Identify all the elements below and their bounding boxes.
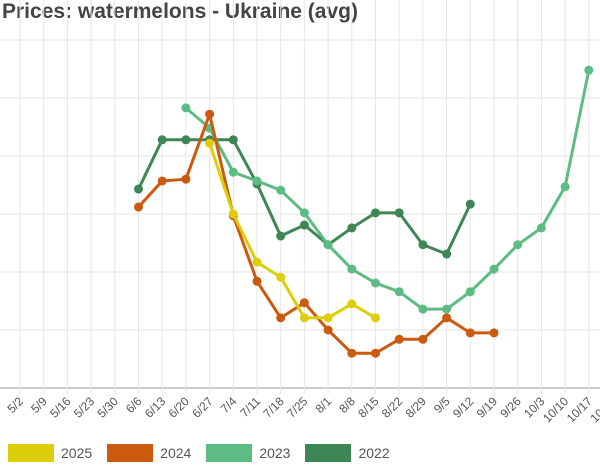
- legend-label: 2023: [259, 445, 291, 461]
- data-point-2022: [181, 135, 191, 145]
- data-point-2023: [418, 304, 428, 314]
- x-tick-label: 5/9: [28, 394, 50, 416]
- data-point-2024: [252, 276, 262, 286]
- legend-swatch: [206, 444, 253, 462]
- x-tick-label: 8/22: [379, 394, 406, 421]
- data-point-2023: [252, 176, 262, 186]
- data-point-2023: [489, 264, 499, 274]
- data-point-2025: [228, 209, 238, 219]
- data-point-2024: [157, 176, 167, 186]
- data-point-2025: [347, 299, 357, 309]
- x-tick-label: 5/16: [47, 394, 74, 421]
- x-tick-label: 8/8: [336, 394, 358, 416]
- x-tick-label: 6/20: [166, 394, 193, 421]
- data-point-2022: [465, 199, 475, 209]
- x-tick-label: 9/26: [497, 394, 524, 421]
- data-point-2025: [323, 313, 333, 323]
- x-tick-label: 10/10: [540, 394, 571, 425]
- data-point-2023: [442, 304, 452, 314]
- data-point-2024: [465, 328, 475, 338]
- data-point-2022: [347, 223, 357, 233]
- x-tick-label: 7/4: [218, 394, 240, 416]
- data-point-2023: [584, 65, 594, 75]
- data-point-2024: [181, 174, 191, 184]
- x-tick-label: 7/25: [284, 394, 311, 421]
- data-point-2024: [371, 348, 380, 358]
- x-tick-label: 10/17: [564, 394, 595, 425]
- series-line-2025: [208, 142, 377, 320]
- legend: 2025 2024 2023 2022: [8, 444, 405, 462]
- data-point-2024: [276, 313, 286, 323]
- legend-item-2024[interactable]: 2024: [107, 444, 191, 462]
- data-point-2022: [442, 249, 452, 259]
- data-point-2024: [347, 348, 357, 358]
- data-point-2025: [299, 313, 309, 323]
- data-point-2024: [299, 298, 309, 308]
- x-tick-label: 7/11: [237, 394, 263, 420]
- data-point-2023: [394, 287, 404, 297]
- legend-label: 2022: [358, 445, 390, 461]
- data-point-2023: [371, 278, 380, 288]
- data-point-2024: [134, 202, 143, 212]
- data-point-2025: [205, 138, 215, 148]
- data-point-2022: [394, 208, 404, 218]
- data-point-2023: [181, 103, 191, 113]
- data-point-2023: [536, 223, 546, 233]
- x-tick-label: 9/5: [431, 394, 453, 416]
- data-point-2024: [489, 328, 499, 338]
- legend-item-2023[interactable]: 2023: [206, 444, 290, 462]
- legend-label: 2025: [61, 445, 93, 461]
- x-tick-label: 5/23: [71, 394, 98, 421]
- legend-swatch: [305, 444, 352, 462]
- data-point-2023: [276, 185, 286, 195]
- data-point-2023: [323, 240, 333, 250]
- data-point-2025: [371, 313, 380, 323]
- x-tick-label: 6/27: [189, 394, 216, 421]
- x-tick-label: 8/1: [313, 394, 335, 416]
- data-point-2024: [205, 109, 215, 119]
- data-point-2023: [299, 208, 309, 218]
- x-tick-label: 8/15: [355, 394, 382, 421]
- data-point-2025: [252, 257, 262, 267]
- x-tick-label: 6/6: [123, 394, 145, 416]
- data-point-2022: [299, 220, 309, 230]
- data-point-2024: [394, 334, 404, 344]
- x-tick-label: 5/30: [95, 394, 122, 421]
- legend-swatch: [8, 444, 54, 462]
- data-point-2023: [465, 287, 475, 297]
- x-tick-label: 5/2: [4, 394, 26, 416]
- legend-label: 2024: [160, 445, 192, 461]
- data-point-2022: [418, 240, 428, 250]
- data-point-2025: [276, 272, 286, 282]
- data-point-2023: [560, 182, 570, 192]
- series-line-2023: [184, 69, 591, 311]
- x-tick-label: 9/19: [474, 394, 501, 421]
- data-point-2022: [134, 184, 143, 194]
- legend-item-2022[interactable]: 2022: [305, 444, 390, 462]
- x-tick-label: 9/12: [450, 394, 477, 421]
- x-tick-label: 7/18: [260, 394, 287, 421]
- data-point-2024: [323, 325, 333, 335]
- x-tick-label: 8/29: [403, 394, 430, 421]
- line-chart: 5/2 5/95/165/235/30 6/66/136/206/27 7/47/11…: [0, 0, 600, 425]
- legend-item-2025[interactable]: 2025: [8, 444, 92, 462]
- x-tick-label: 6/13: [142, 394, 169, 421]
- legend-swatch: [107, 444, 154, 462]
- data-point-2022: [157, 135, 167, 145]
- data-point-2024: [418, 334, 428, 344]
- data-point-2022: [228, 135, 238, 145]
- data-point-2022: [276, 231, 286, 241]
- data-point-2023: [513, 240, 523, 250]
- data-point-2022: [371, 208, 380, 218]
- data-point-2023: [228, 167, 238, 177]
- data-point-2024: [442, 313, 452, 323]
- data-point-2023: [347, 264, 357, 274]
